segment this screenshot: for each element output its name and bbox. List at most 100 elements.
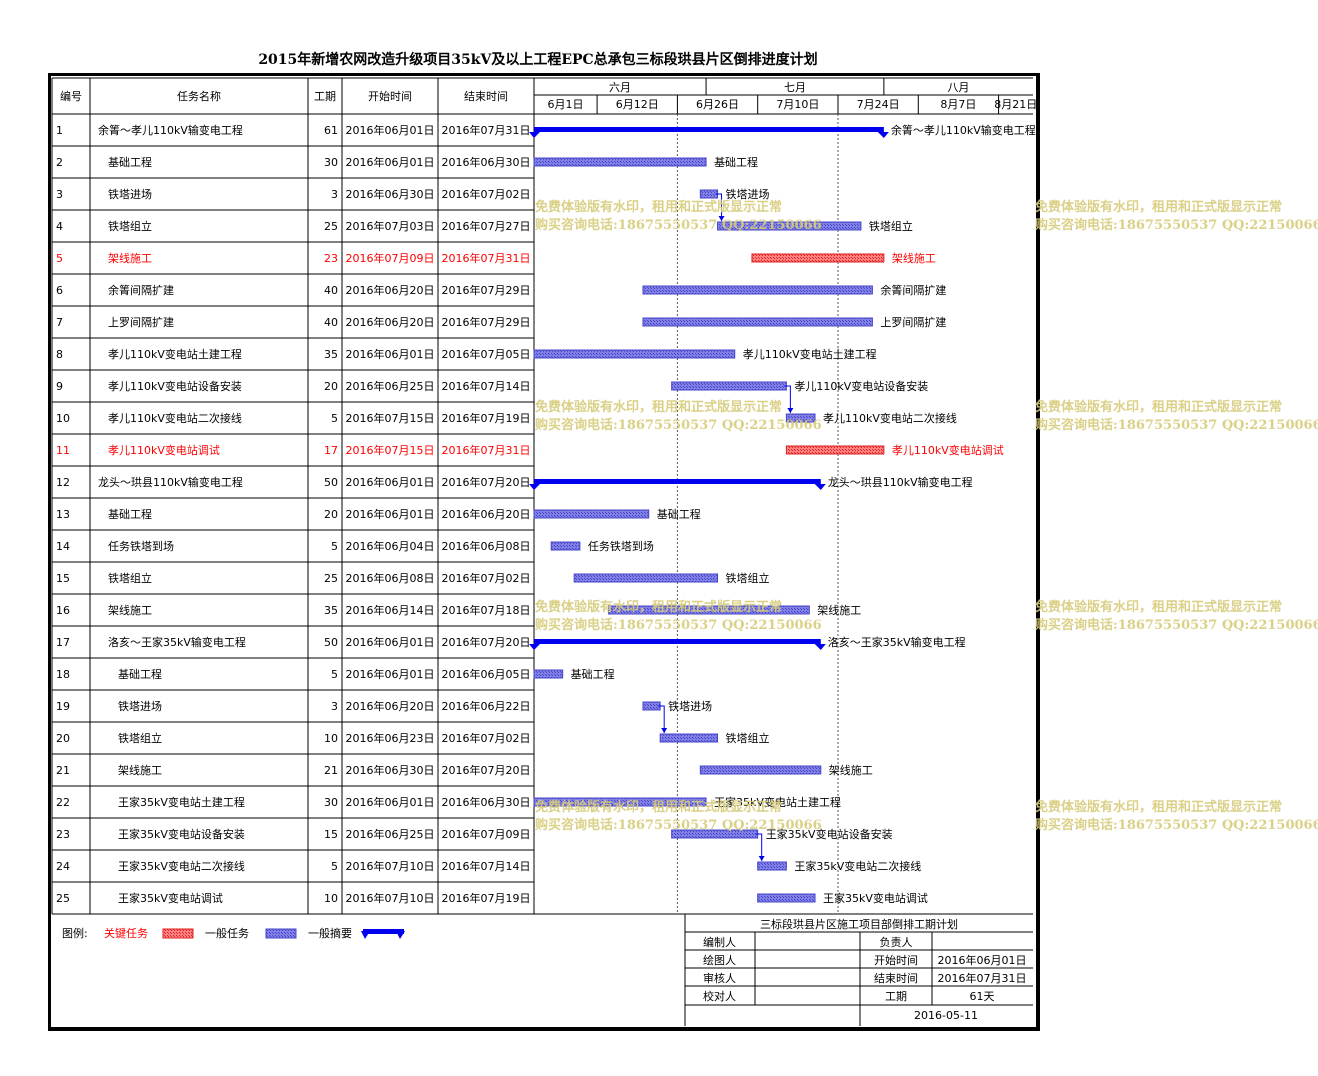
row-id: 11 [56,444,70,457]
task-bar [659,733,719,743]
dependency-link [715,193,723,221]
legend-label: 图例: [62,926,88,940]
summary-bar [534,639,821,644]
task-bar [608,605,810,615]
task-start: 2016年06月01日 [346,123,435,137]
task-start: 2016年07月10日 [346,891,435,905]
summary-start-marker [529,132,540,138]
task-start: 2016年07月15日 [346,411,435,425]
row-id: 10 [56,412,70,425]
task-duration: 50 [324,636,338,649]
task-start: 2016年06月01日 [346,155,435,169]
row-id: 17 [56,636,70,649]
info-label: 工期 [885,990,907,1003]
bar-label: 孝儿110kV变电站二次接线 [823,411,957,425]
task-name: 孝儿110kV变电站土建工程 [108,347,242,361]
task-start: 2016年06月20日 [346,315,435,329]
task-name: 王家35kV变电站设备安装 [118,827,245,841]
task-bar [533,669,564,679]
dependency-arrow [718,216,725,221]
task-name: 王家35kV变电站二次接线 [118,859,245,873]
task-name: 任务铁塔到场 [108,539,174,553]
month-label: 八月 [947,81,969,94]
bar-label: 基础工程 [657,508,701,521]
week-label: 7月24日 [857,98,900,111]
task-start: 2016年06月01日 [346,507,435,521]
task-bar [533,797,707,807]
task-end: 2016年07月09日 [442,827,531,841]
week-label: 6月26日 [696,98,739,111]
task-start: 2016年06月30日 [346,187,435,201]
task-name: 铁塔进场 [108,187,152,201]
month-label: 六月 [609,81,631,94]
bar-label: 基础工程 [714,156,758,169]
header-start: 开始时间 [368,89,412,103]
task-name: 洛亥～王家35kV输变电工程 [108,635,246,649]
summary-start-marker [529,644,540,650]
task-bar [671,829,759,839]
task-duration: 40 [324,284,338,297]
task-end: 2016年06月05日 [442,667,531,681]
summary-end-marker [814,644,826,650]
task-bar [642,317,873,327]
bar-label: 王家35kV变电站二次接线 [794,859,921,873]
row-id: 6 [56,284,63,297]
task-bar [699,189,719,199]
bar-label: 铁塔组立 [726,731,770,745]
task-end: 2016年07月18日 [442,603,531,617]
task-end: 2016年07月19日 [442,411,531,425]
summary-end-marker [814,484,826,490]
task-duration: 35 [324,604,338,617]
bar-label: 孝儿110kV变电站土建工程 [743,347,877,361]
bar-label: 架线施工 [892,251,936,265]
task-duration: 3 [331,700,338,713]
row-id: 13 [56,508,70,521]
task-duration: 61 [324,124,338,137]
critical-task-bar [751,253,885,263]
task-name: 基础工程 [118,668,162,681]
week-label: 8月21日 [994,98,1037,111]
task-duration: 3 [331,188,338,201]
bar-label: 余箐间隔扩建 [880,283,946,297]
task-name: 王家35kV变电站土建工程 [118,795,245,809]
info-label: 绘图人 [703,953,736,967]
legend-task-label: 一般任务 [205,927,249,940]
info-date: 2016-05-11 [914,1009,978,1022]
task-duration: 20 [324,508,338,521]
task-end: 2016年07月14日 [442,379,531,393]
task-bar [671,381,787,391]
bar-label: 铁塔进场 [726,187,770,201]
task-bar [550,541,581,551]
task-start: 2016年06月25日 [346,827,435,841]
task-bar [717,221,862,231]
info-label: 审核人 [703,971,736,985]
legend-summary-marker [361,931,370,939]
task-start: 2016年06月01日 [346,475,435,489]
bar-label: 孝儿110kV变电站设备安装 [794,379,928,393]
legend-summary-swatch [363,929,404,934]
task-start: 2016年06月01日 [346,795,435,809]
info-label: 开始时间 [874,953,918,967]
task-end: 2016年07月19日 [442,891,531,905]
legend-critical-label: 关键任务 [104,926,148,940]
info-value: 2016年06月01日 [938,953,1027,967]
chart-title: 2015年新增农网改造升级项目35kV及以上工程EPC总承包三标段珙县片区倒排进… [258,52,818,68]
summary-bar [534,127,884,132]
bar-label: 铁塔进场 [668,699,712,713]
task-start: 2016年06月23日 [346,731,435,745]
task-name: 余箐～孝儿110kV输变电工程 [98,123,243,137]
legend-task-swatch [265,928,297,939]
row-id: 20 [56,732,70,745]
dependency-arrow [661,728,668,733]
row-id: 21 [56,764,70,777]
task-start: 2016年06月20日 [346,699,435,713]
task-bar [642,285,873,295]
header-end: 结束时间 [464,90,508,103]
task-start: 2016年06月14日 [346,603,435,617]
row-id: 8 [56,348,63,361]
schedule-frame [48,73,1040,1031]
row-id: 19 [56,700,70,713]
info-label: 结束时间 [874,972,918,985]
task-start: 2016年06月25日 [346,379,435,393]
task-bar [699,765,822,775]
